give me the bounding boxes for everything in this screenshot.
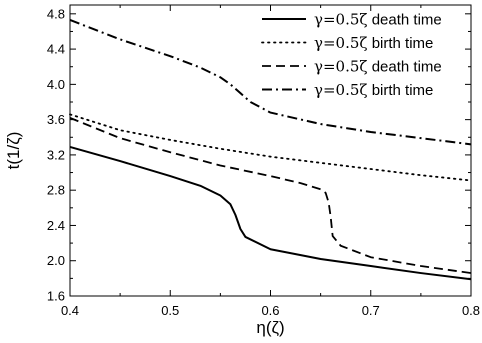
legend-label: γ=0.5ζ death time [314, 11, 442, 29]
y-tick-label: 3.6 [47, 112, 65, 127]
x-axis-label: η(ζ) [256, 318, 284, 337]
y-tick-label: 4.4 [47, 42, 65, 57]
series-lines [69, 19, 472, 281]
legend-text: death time [368, 59, 442, 76]
series-line-2-dotted [69, 113, 472, 182]
y-tick-label: 2.4 [47, 218, 65, 233]
y-tick-label: 2.0 [47, 253, 65, 268]
y-tick-label: 3.2 [47, 147, 65, 162]
legend-text: birth time [368, 35, 434, 52]
y-tick-label: 4.8 [47, 6, 65, 21]
legend-symbol: γ=0.5ζ [314, 81, 368, 99]
legend-text: death time [368, 12, 442, 29]
tick-labels: 0.4 0.5 0.6 0.7 0.8 1.6 2.0 2.4 2.8 3.2 3.6 4.0 4.4 4… [47, 6, 480, 318]
y-axis-label: t(1/ζ) [4, 132, 23, 170]
y-tick-label: 4.0 [47, 77, 65, 92]
legend-symbol: γ=0.5ζ [314, 58, 368, 76]
y-tick-label: 1.6 [47, 289, 65, 304]
series-line-3-dashed [69, 117, 472, 274]
series-line-4-dashdot [69, 19, 472, 146]
legend-label: γ=0.5ζ death time [314, 58, 442, 76]
x-tick-label: 0.8 [462, 303, 480, 318]
x-tick-label: 0.4 [61, 303, 79, 318]
legend-symbol: γ=0.5ζ [314, 34, 368, 52]
x-tick-label: 0.5 [161, 303, 179, 318]
legend-label: γ=0.5ζ birth time [314, 81, 433, 99]
axis-ticks [69, 5, 472, 297]
legend-text: birth time [368, 82, 434, 99]
x-tick-label: 0.6 [261, 303, 279, 318]
legend-symbol: γ=0.5ζ [314, 11, 368, 29]
series-line-1-solid [69, 146, 472, 281]
y-tick-label: 2.8 [47, 183, 65, 198]
x-tick-label: 0.7 [362, 303, 380, 318]
legend-label: γ=0.5ζ birth time [314, 34, 433, 52]
